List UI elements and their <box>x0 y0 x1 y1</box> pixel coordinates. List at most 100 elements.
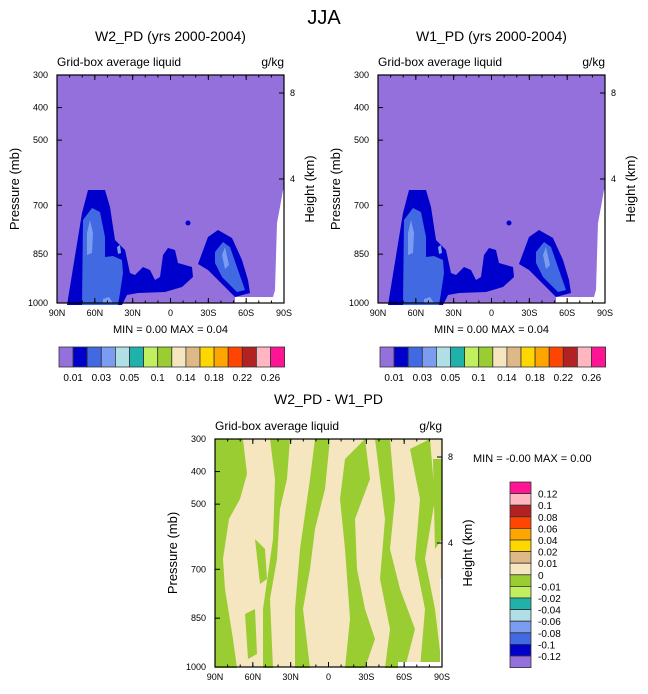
colorbar-box <box>534 346 550 368</box>
colorbar-box <box>129 346 145 368</box>
contour-region <box>103 297 113 303</box>
colorbar-label: 0.01 <box>63 373 83 384</box>
colorbar-label: 0.12 <box>538 490 558 501</box>
colorbar-box <box>227 346 243 368</box>
colorbar-label: 0.22 <box>233 373 253 384</box>
colorbar-box <box>379 346 395 368</box>
contour-region <box>245 609 257 659</box>
x-tick-label: 90S <box>276 308 292 318</box>
contour-region <box>375 439 415 668</box>
x-tick-label: 30N <box>445 308 462 318</box>
colorbar-box <box>478 346 494 368</box>
colorbar-box <box>509 632 532 645</box>
colorbar-box <box>506 346 522 368</box>
y-tick-label: 1000 <box>28 298 48 308</box>
y-tick-label: 700 <box>191 564 206 574</box>
x-tick-label: 0 <box>168 308 173 318</box>
colorbar-box <box>591 346 607 368</box>
left-string: Grid-box average liquid <box>215 419 339 433</box>
x-tick-label: 90N <box>207 672 224 682</box>
colorbar-box <box>199 346 215 368</box>
y-tick-label: 300 <box>33 70 48 80</box>
x-tick-label: 30S <box>200 308 216 318</box>
minmax-text: MIN = 0.00 MAX = 0.04 <box>113 324 228 336</box>
y-tick-label: 400 <box>191 467 206 477</box>
colorbar-box <box>509 597 532 611</box>
colorbar-label: 0.01 <box>538 559 558 570</box>
colorbar-box <box>548 346 564 368</box>
y-tick-label: 500 <box>33 135 48 145</box>
colorbar-box <box>72 346 88 368</box>
colorbar-label: 0.14 <box>497 373 517 384</box>
colorbar-label: 0.08 <box>538 513 558 524</box>
colorbar-box <box>450 346 466 368</box>
minmax-text: MIN = -0.00 MAX = 0.00 <box>473 453 592 465</box>
right-string: g/kg <box>582 55 605 69</box>
contour-region <box>506 220 512 226</box>
right-string: g/kg <box>261 55 284 69</box>
contour-region <box>263 439 290 668</box>
colorbar-label: 0.04 <box>538 536 558 547</box>
colorbar-box <box>509 562 532 576</box>
contour-region <box>295 439 330 668</box>
colorbar-label: 0.1 <box>538 501 552 512</box>
y-axis-label: Pressure (mb) <box>328 148 343 230</box>
colorbar-box <box>509 551 532 564</box>
x-tick-label: 0 <box>326 672 331 682</box>
y-tick-label: 400 <box>33 103 48 113</box>
x-tick-label: 90N <box>370 308 387 318</box>
colorbar-box <box>58 346 74 368</box>
contour-region <box>87 220 93 255</box>
panel-1: W2_PD (yrs 2000-2004) Grid-box average li… <box>7 28 317 384</box>
colorbar-box <box>509 493 532 506</box>
colorbar-box <box>576 346 592 368</box>
colorbar-box <box>100 346 116 368</box>
y-right-tick-label: 4 <box>290 174 295 184</box>
colorbar-box <box>185 346 201 368</box>
contour-region <box>185 220 191 226</box>
x-tick-label: 90S <box>434 672 450 682</box>
colorbar-label: 0.03 <box>92 373 112 384</box>
colorbar-box <box>509 655 532 669</box>
minmax-text: MIN = 0.00 MAX = 0.04 <box>434 324 549 336</box>
contour-region <box>424 297 434 303</box>
panel-title: W2_PD (yrs 2000-2004) <box>95 28 246 44</box>
colorbar-box <box>509 643 532 657</box>
colorbar-box <box>213 346 229 368</box>
contour-region <box>543 247 550 269</box>
x-tick-label: 0 <box>489 308 494 318</box>
colorbar-box <box>509 539 532 553</box>
colorbar-box <box>393 346 409 368</box>
colorbar: 0.120.10.080.060.040.020.010-0.01-0.02-0… <box>509 481 561 669</box>
y-tick-label: 1000 <box>186 662 206 672</box>
x-tick-label: 60S <box>396 672 412 682</box>
colorbar-box <box>464 346 480 368</box>
x-tick-label: 60S <box>559 308 575 318</box>
y-tick-label: 400 <box>354 103 369 113</box>
colorbar-box <box>157 346 173 368</box>
x-tick-label: 30S <box>358 672 374 682</box>
colorbar-box <box>492 346 508 368</box>
colorbar-label: 0.05 <box>120 373 140 384</box>
colorbar-box <box>115 346 130 368</box>
y-tick-label: 300 <box>354 70 369 80</box>
colorbar-label: 0.03 <box>413 373 433 384</box>
colorbar-label: 0.01 <box>384 373 404 384</box>
colorbar-box <box>436 346 451 368</box>
colorbar-label: 0 <box>538 571 544 582</box>
colorbar-box <box>143 346 159 368</box>
colorbar-box <box>562 346 578 368</box>
contour-region <box>556 190 605 303</box>
y-tick-label: 700 <box>33 200 48 210</box>
colorbar-label: 0.22 <box>554 373 574 384</box>
colorbar-box <box>509 528 532 541</box>
y-right-tick-label: 4 <box>611 174 616 184</box>
x-tick-label: 60S <box>238 308 254 318</box>
contour-region <box>235 190 284 303</box>
contour-region <box>222 247 229 269</box>
colorbar-box <box>509 481 532 495</box>
colorbar-label: 0.1 <box>472 373 486 384</box>
contour-region <box>433 459 442 549</box>
colorbar: 0.01 0.03 0.05 0.1 0.14 0.18 0.22 0.26 <box>379 346 607 384</box>
